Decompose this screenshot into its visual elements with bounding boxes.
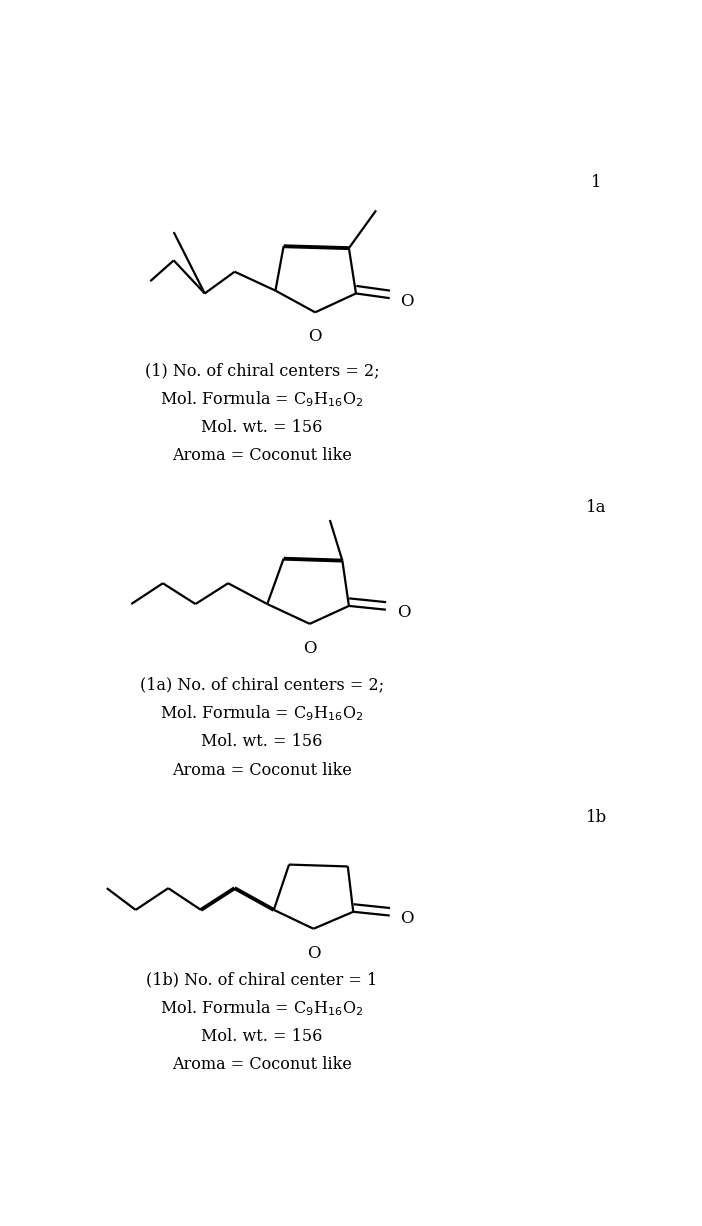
Text: O: O — [303, 640, 317, 657]
Text: (1a) No. of chiral centers = 2;: (1a) No. of chiral centers = 2; — [140, 677, 384, 694]
Text: O: O — [307, 945, 320, 962]
Text: Mol. Formula = C$_9$H$_{16}$O$_2$: Mol. Formula = C$_9$H$_{16}$O$_2$ — [160, 390, 364, 409]
Text: 1a: 1a — [586, 499, 607, 516]
Text: O: O — [397, 604, 410, 622]
Text: Mol. wt. = 156: Mol. wt. = 156 — [201, 1027, 322, 1045]
Text: (1b) No. of chiral center = 1: (1b) No. of chiral center = 1 — [146, 971, 378, 988]
Text: Aroma = Coconut like: Aroma = Coconut like — [172, 1057, 352, 1073]
Text: O: O — [401, 293, 414, 310]
Text: Mol. Formula = C$_9$H$_{16}$O$_2$: Mol. Formula = C$_9$H$_{16}$O$_2$ — [160, 998, 364, 1018]
Text: Mol. wt. = 156: Mol. wt. = 156 — [201, 733, 322, 750]
Text: O: O — [401, 910, 414, 927]
Text: Aroma = Coconut like: Aroma = Coconut like — [172, 447, 352, 465]
Text: Aroma = Coconut like: Aroma = Coconut like — [172, 761, 352, 779]
Text: Mol. wt. = 156: Mol. wt. = 156 — [201, 419, 322, 436]
Text: (1) No. of chiral centers = 2;: (1) No. of chiral centers = 2; — [145, 363, 379, 379]
Text: O: O — [308, 329, 322, 346]
Text: 1: 1 — [591, 174, 602, 191]
Text: Mol. Formula = C$_9$H$_{16}$O$_2$: Mol. Formula = C$_9$H$_{16}$O$_2$ — [160, 704, 364, 723]
Text: 1b: 1b — [585, 809, 607, 826]
